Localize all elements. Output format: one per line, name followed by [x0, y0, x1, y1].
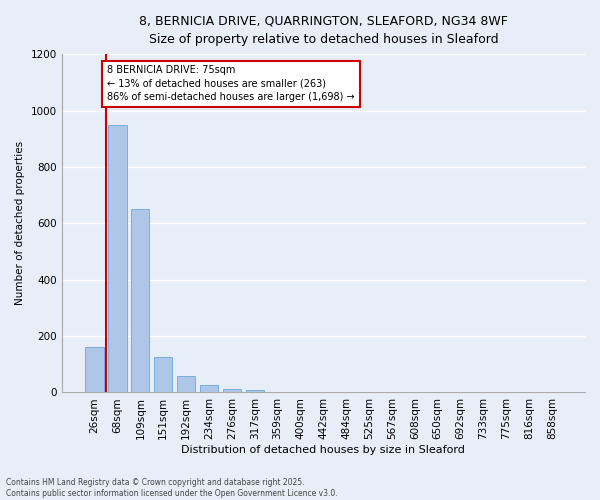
Bar — [177, 376, 195, 392]
Bar — [109, 124, 127, 392]
Bar — [223, 388, 241, 392]
Bar — [200, 384, 218, 392]
Text: 8 BERNICIA DRIVE: 75sqm
← 13% of detached houses are smaller (263)
86% of semi-d: 8 BERNICIA DRIVE: 75sqm ← 13% of detache… — [107, 66, 355, 102]
X-axis label: Distribution of detached houses by size in Sleaford: Distribution of detached houses by size … — [181, 445, 465, 455]
Title: 8, BERNICIA DRIVE, QUARRINGTON, SLEAFORD, NG34 8WF
Size of property relative to : 8, BERNICIA DRIVE, QUARRINGTON, SLEAFORD… — [139, 15, 508, 46]
Bar — [154, 357, 172, 392]
Bar — [131, 209, 149, 392]
Y-axis label: Number of detached properties: Number of detached properties — [15, 141, 25, 306]
Text: Contains HM Land Registry data © Crown copyright and database right 2025.
Contai: Contains HM Land Registry data © Crown c… — [6, 478, 338, 498]
Bar — [245, 390, 264, 392]
Bar — [85, 348, 104, 393]
